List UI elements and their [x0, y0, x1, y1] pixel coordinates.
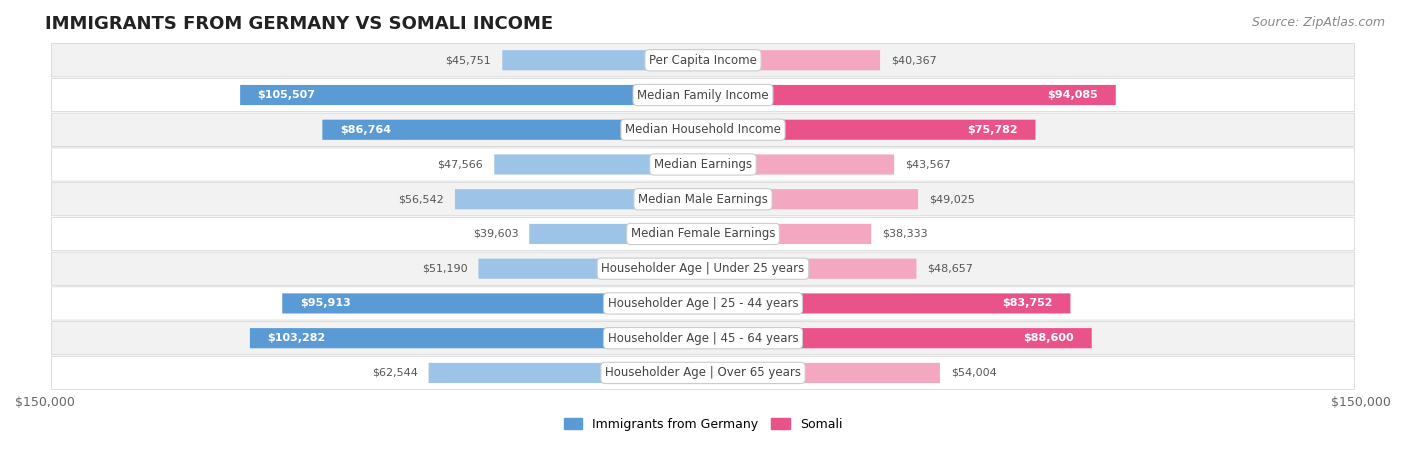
Text: $38,333: $38,333	[882, 229, 928, 239]
Text: $83,752: $83,752	[1002, 298, 1053, 308]
Text: Median Earnings: Median Earnings	[654, 158, 752, 171]
FancyBboxPatch shape	[478, 259, 703, 279]
Text: $47,566: $47,566	[437, 160, 484, 170]
Text: Householder Age | 25 - 44 years: Householder Age | 25 - 44 years	[607, 297, 799, 310]
FancyBboxPatch shape	[456, 189, 703, 209]
FancyBboxPatch shape	[529, 224, 703, 244]
Text: $95,913: $95,913	[299, 298, 350, 308]
FancyBboxPatch shape	[322, 120, 703, 140]
FancyBboxPatch shape	[52, 148, 1354, 181]
Text: $56,542: $56,542	[398, 194, 444, 204]
FancyBboxPatch shape	[703, 120, 1035, 140]
Text: $45,751: $45,751	[446, 55, 491, 65]
Text: $48,657: $48,657	[928, 264, 973, 274]
FancyBboxPatch shape	[703, 50, 880, 71]
FancyBboxPatch shape	[52, 43, 1354, 77]
FancyBboxPatch shape	[52, 252, 1354, 285]
Text: Median Household Income: Median Household Income	[626, 123, 780, 136]
FancyBboxPatch shape	[703, 328, 1091, 348]
FancyBboxPatch shape	[429, 363, 703, 383]
Text: IMMIGRANTS FROM GERMANY VS SOMALI INCOME: IMMIGRANTS FROM GERMANY VS SOMALI INCOME	[45, 15, 553, 33]
Text: Median Female Earnings: Median Female Earnings	[631, 227, 775, 241]
FancyBboxPatch shape	[52, 322, 1354, 355]
Text: Per Capita Income: Per Capita Income	[650, 54, 756, 67]
FancyBboxPatch shape	[52, 217, 1354, 251]
FancyBboxPatch shape	[703, 363, 941, 383]
FancyBboxPatch shape	[703, 85, 1116, 105]
FancyBboxPatch shape	[283, 293, 703, 313]
FancyBboxPatch shape	[703, 293, 1070, 313]
Text: Householder Age | Over 65 years: Householder Age | Over 65 years	[605, 367, 801, 379]
Text: $62,544: $62,544	[371, 368, 418, 378]
FancyBboxPatch shape	[703, 189, 918, 209]
Text: $75,782: $75,782	[967, 125, 1018, 135]
Text: $43,567: $43,567	[905, 160, 950, 170]
FancyBboxPatch shape	[52, 356, 1354, 389]
Text: $40,367: $40,367	[891, 55, 936, 65]
Text: Householder Age | Under 25 years: Householder Age | Under 25 years	[602, 262, 804, 275]
Legend: Immigrants from Germany, Somali: Immigrants from Germany, Somali	[558, 413, 848, 436]
FancyBboxPatch shape	[495, 155, 703, 175]
Text: $54,004: $54,004	[950, 368, 997, 378]
FancyBboxPatch shape	[502, 50, 703, 71]
Text: $49,025: $49,025	[929, 194, 974, 204]
Text: $88,600: $88,600	[1024, 333, 1074, 343]
FancyBboxPatch shape	[703, 155, 894, 175]
Text: Source: ZipAtlas.com: Source: ZipAtlas.com	[1251, 16, 1385, 29]
FancyBboxPatch shape	[703, 224, 872, 244]
Text: $39,603: $39,603	[472, 229, 519, 239]
FancyBboxPatch shape	[240, 85, 703, 105]
FancyBboxPatch shape	[52, 183, 1354, 216]
Text: $105,507: $105,507	[257, 90, 316, 100]
FancyBboxPatch shape	[52, 78, 1354, 112]
FancyBboxPatch shape	[52, 113, 1354, 146]
Text: $86,764: $86,764	[340, 125, 391, 135]
Text: $103,282: $103,282	[267, 333, 326, 343]
Text: $94,085: $94,085	[1047, 90, 1098, 100]
Text: Median Family Income: Median Family Income	[637, 89, 769, 101]
Text: Householder Age | 45 - 64 years: Householder Age | 45 - 64 years	[607, 332, 799, 345]
FancyBboxPatch shape	[703, 259, 917, 279]
FancyBboxPatch shape	[52, 287, 1354, 320]
Text: $51,190: $51,190	[422, 264, 467, 274]
FancyBboxPatch shape	[250, 328, 703, 348]
Text: Median Male Earnings: Median Male Earnings	[638, 193, 768, 206]
